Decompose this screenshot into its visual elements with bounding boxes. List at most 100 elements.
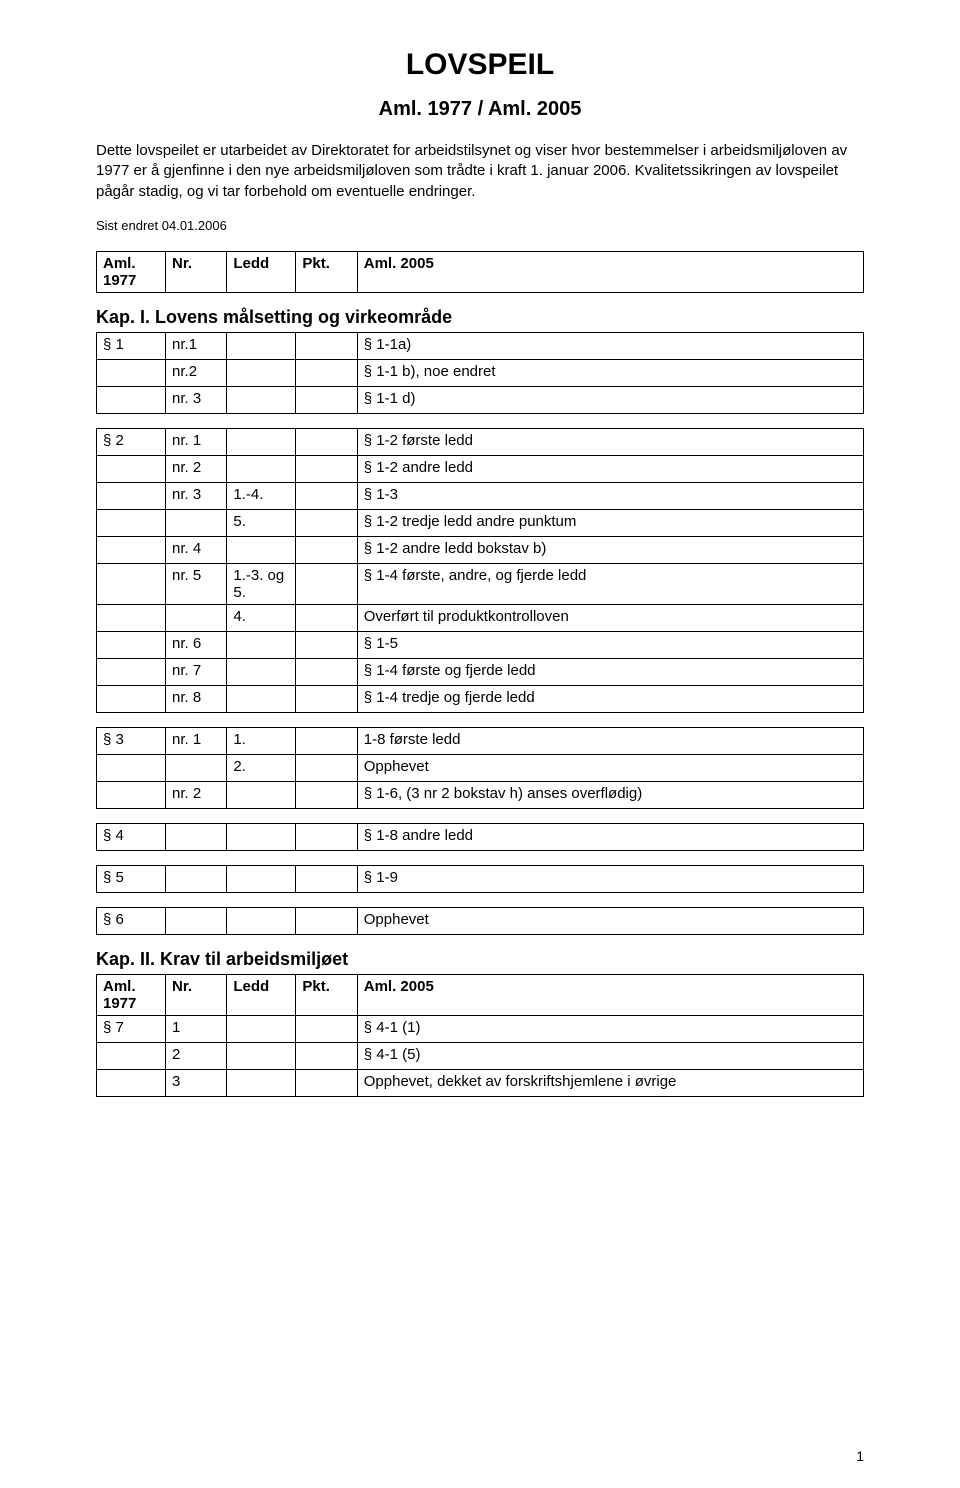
table-cell: nr.1 [166, 332, 227, 359]
table-cell: 1 [166, 1015, 227, 1042]
table-row: § 1nr.1§ 1-1a) [97, 332, 864, 359]
table-cell: nr. 2 [166, 781, 227, 808]
main-title: LOVSPEIL [96, 48, 864, 82]
table-cell [227, 781, 296, 808]
table-row: nr. 7§ 1-4 første og fjerde ledd [97, 658, 864, 685]
table-cell [97, 1042, 166, 1069]
table-cell: nr. 3 [166, 386, 227, 413]
table-cell: 1-8 første ledd [357, 727, 863, 754]
table-cell [166, 865, 227, 892]
table-cell [296, 332, 357, 359]
col-aml1977: Aml. 1977 [97, 974, 166, 1015]
table-cell [296, 823, 357, 850]
table-row: 4.Overført til produktkontrolloven [97, 604, 864, 631]
table-cell [97, 509, 166, 536]
table-cell: § 5 [97, 865, 166, 892]
table-cell: § 1-2 tredje ledd andre punktum [357, 509, 863, 536]
table-section-6: § 6 Opphevet [96, 907, 864, 935]
table-cell [227, 685, 296, 712]
table-cell [296, 536, 357, 563]
table-cell: 2 [166, 1042, 227, 1069]
table-cell: nr. 8 [166, 685, 227, 712]
table-cell: § 1-4 tredje og fjerde ledd [357, 685, 863, 712]
table-cell: 3 [166, 1069, 227, 1096]
table-cell: nr. 4 [166, 536, 227, 563]
table-cell: § 1-4 første, andre, og fjerde ledd [357, 563, 863, 604]
table-cell [227, 1042, 296, 1069]
table-cell: nr. 3 [166, 482, 227, 509]
table-cell: § 6 [97, 907, 166, 934]
table-cell: § 1-9 [357, 865, 863, 892]
table-cell: 1.-3. og 5. [227, 563, 296, 604]
table-row: nr. 6§ 1-5 [97, 631, 864, 658]
col-ledd: Ledd [227, 974, 296, 1015]
table-cell [227, 386, 296, 413]
table-cell [227, 1069, 296, 1096]
header-table: Aml. 1977 Nr. Ledd Pkt. Aml. 2005 [96, 251, 864, 293]
table-cell: § 1-2 andre ledd bokstav b) [357, 536, 863, 563]
table-cell [296, 727, 357, 754]
table-row: 2.Opphevet [97, 754, 864, 781]
document-page: LOVSPEIL Aml. 1977 / Aml. 2005 Dette lov… [0, 0, 960, 1488]
table-cell [296, 428, 357, 455]
table-cell [227, 428, 296, 455]
col-ledd: Ledd [227, 251, 296, 292]
table-cell: 4. [227, 604, 296, 631]
table-cell: § 1-8 andre ledd [357, 823, 863, 850]
table-header-row: Aml. 1977 Nr. Ledd Pkt. Aml. 2005 [97, 251, 864, 292]
table-cell [296, 359, 357, 386]
table-cell [166, 604, 227, 631]
table-row: nr. 4 § 1-2 andre ledd bokstav b) [97, 536, 864, 563]
table-section-1: § 1nr.1§ 1-1a)nr.2§ 1-1 b), noe endretnr… [96, 332, 864, 414]
table-cell [97, 455, 166, 482]
table-cell [296, 563, 357, 604]
table-cell: nr. 2 [166, 455, 227, 482]
table-cell [97, 563, 166, 604]
table-cell [296, 907, 357, 934]
table-cell: Opphevet [357, 754, 863, 781]
table-cell [97, 781, 166, 808]
table-cell: § 2 [97, 428, 166, 455]
table-cell [296, 865, 357, 892]
table-cell [296, 455, 357, 482]
table-cell [166, 823, 227, 850]
table-cell [296, 685, 357, 712]
table-cell: nr. 7 [166, 658, 227, 685]
table-cell [97, 658, 166, 685]
table-row: § 4 § 1-8 andre ledd [97, 823, 864, 850]
table-cell [227, 455, 296, 482]
table-cell [97, 1069, 166, 1096]
table-row: 2§ 4-1 (5) [97, 1042, 864, 1069]
table-header-row: Aml. 1977 Nr. Ledd Pkt. Aml. 2005 [97, 974, 864, 1015]
col-nr: Nr. [166, 251, 227, 292]
table-cell [296, 386, 357, 413]
table-cell: § 1-1 b), noe endret [357, 359, 863, 386]
table-cell: Opphevet, dekket av forskriftshjemlene i… [357, 1069, 863, 1096]
table-cell [97, 482, 166, 509]
table-row: nr. 31.-4.§ 1-3 [97, 482, 864, 509]
table-cell [166, 907, 227, 934]
table-cell [166, 509, 227, 536]
table-cell [227, 631, 296, 658]
table-cell: § 4-1 (1) [357, 1015, 863, 1042]
table-section-7: Aml. 1977 Nr. Ledd Pkt. Aml. 2005 § 71 § … [96, 974, 864, 1097]
table-cell: § 7 [97, 1015, 166, 1042]
table-row: nr.2§ 1-1 b), noe endret [97, 359, 864, 386]
table-cell [97, 685, 166, 712]
col-aml2005: Aml. 2005 [357, 251, 863, 292]
intro-paragraph: Dette lovspeilet er utarbeidet av Direkt… [96, 141, 864, 202]
col-pkt: Pkt. [296, 251, 357, 292]
table-cell [227, 823, 296, 850]
table-row: nr. 3§ 1-1 d) [97, 386, 864, 413]
table-row: nr. 2§ 1-2 andre ledd [97, 455, 864, 482]
table-cell [227, 865, 296, 892]
table-cell [296, 658, 357, 685]
table-cell [296, 482, 357, 509]
table-cell: 5. [227, 509, 296, 536]
table-cell: § 4 [97, 823, 166, 850]
table-cell: nr. 6 [166, 631, 227, 658]
table-cell: § 1-2 første ledd [357, 428, 863, 455]
table-cell [227, 1015, 296, 1042]
table-cell: nr. 1 [166, 727, 227, 754]
table-cell: Opphevet [357, 907, 863, 934]
